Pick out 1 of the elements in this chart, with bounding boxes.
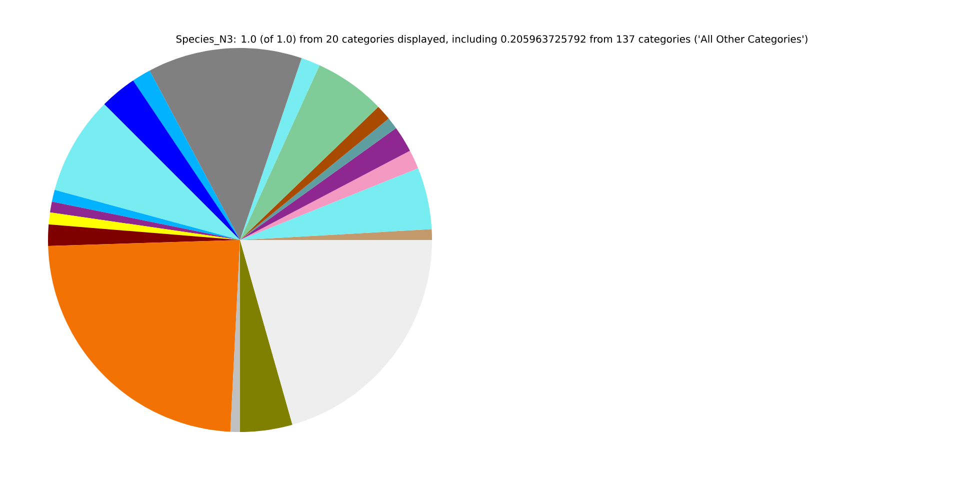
text: Species_N3: 1.0 (of 1.0) from 20 categories displayed, including 0.205963725792 from 137 categories ('All Other Categories')	[176, 35, 808, 45]
